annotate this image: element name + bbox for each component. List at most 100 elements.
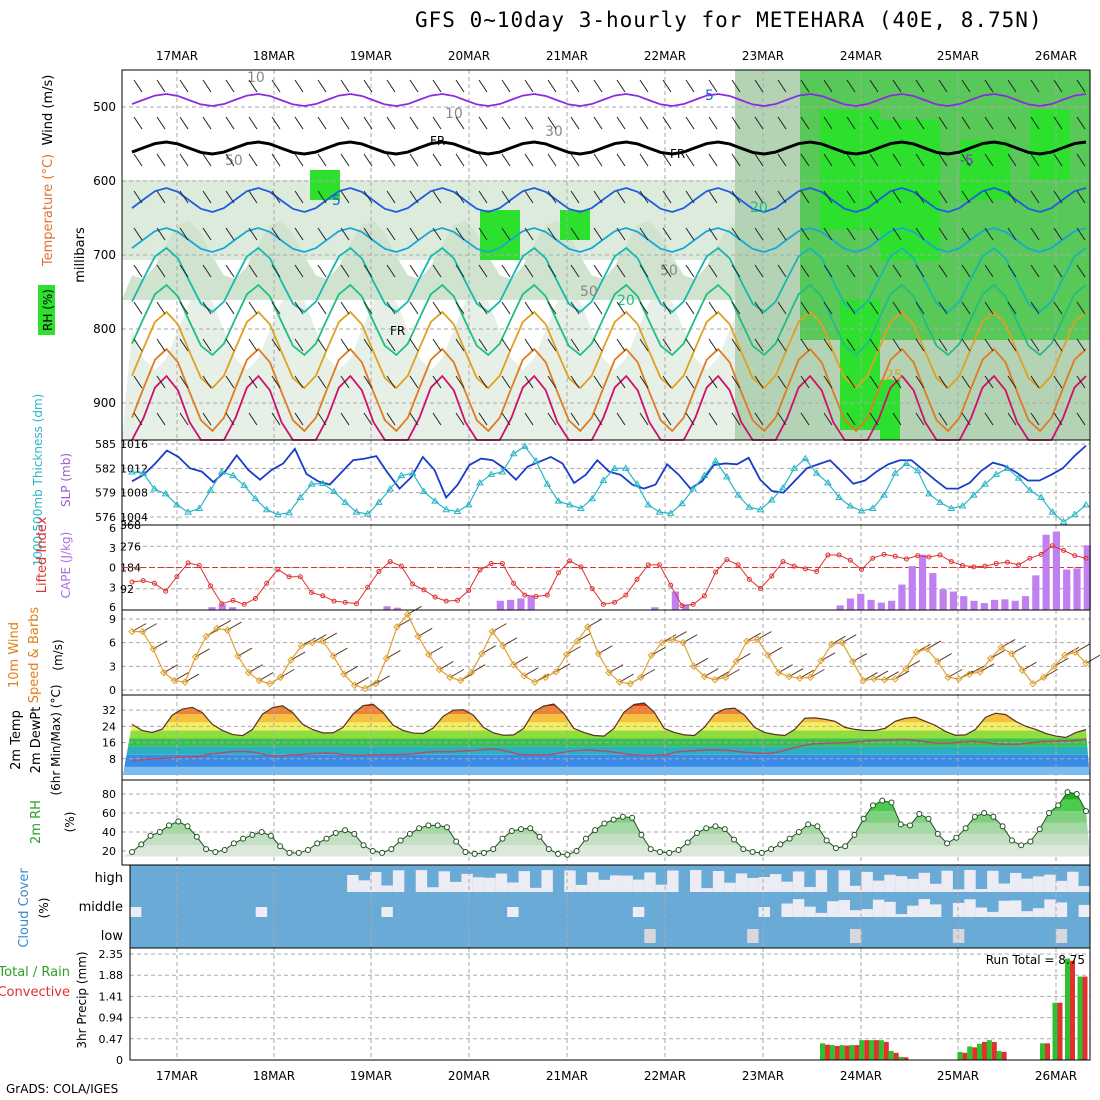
date-tick-bottom: 20MAR [448, 1069, 490, 1083]
cape-bar [980, 603, 988, 610]
wind-barb [317, 116, 327, 130]
wind-barb [455, 412, 465, 426]
date-tick-bottom: 19MAR [350, 1069, 392, 1083]
cloud-high [987, 870, 999, 892]
cape-bar [393, 607, 401, 610]
cloud-middle [850, 910, 862, 917]
li-marker [1061, 547, 1067, 553]
cape-bar [1063, 569, 1071, 610]
wind-marker [859, 676, 868, 685]
li-marker [623, 592, 629, 598]
wind-barb [225, 264, 235, 278]
wind-barb [271, 412, 281, 426]
wind-barb [156, 227, 166, 241]
wind-barb [225, 338, 235, 352]
wind-marker [403, 610, 412, 618]
wind-barb [386, 79, 396, 93]
wind-barb [616, 227, 626, 241]
cloud-high [427, 887, 439, 892]
rh-marker [693, 829, 700, 836]
li-marker [488, 561, 494, 567]
wind-marker [1029, 679, 1037, 688]
cape-bar [1083, 545, 1091, 610]
rh-2m-label: 2m RH [29, 800, 44, 844]
wind-10m-label: 10m Wind [7, 622, 22, 688]
wind-barb [225, 227, 235, 241]
li-marker [275, 566, 281, 572]
precip-tick: 0 [116, 1054, 123, 1067]
wind-barb [432, 227, 442, 241]
rh-marker [925, 815, 932, 822]
wind-barb [409, 338, 419, 352]
li-marker [1027, 555, 1033, 561]
wind-barb [432, 264, 442, 278]
wind-barb [156, 338, 166, 352]
wind-barb [1053, 301, 1063, 315]
wind-barb [938, 412, 948, 426]
rh-marker [212, 848, 219, 855]
wind-barb [938, 116, 948, 130]
rh-marker [953, 834, 960, 841]
wind-barb [938, 301, 948, 315]
wind-barb [133, 116, 143, 130]
wind-barb [961, 116, 971, 130]
wind-marker [668, 635, 677, 644]
slp-tick: 1016 [120, 438, 148, 451]
wind-barb [202, 190, 212, 204]
wind-barb [961, 227, 971, 241]
wind-barb [179, 116, 189, 130]
wind-barb [616, 301, 626, 315]
wind-barb [869, 375, 879, 389]
wind-barb [570, 264, 580, 278]
temp-band [122, 766, 1090, 775]
rh-band [560, 210, 590, 240]
wind-barb [915, 375, 925, 389]
wind-barb [386, 264, 396, 278]
thickness-tick: 579 [95, 487, 116, 500]
cloud-high [941, 870, 953, 892]
precip-convective-bar [972, 1047, 978, 1060]
date-tick-top: 20MAR [448, 49, 490, 63]
cloud-low [747, 929, 759, 943]
wind-barb [409, 227, 419, 241]
slp-marker [1003, 464, 1012, 471]
precip-total-bar [829, 1045, 835, 1060]
temperature-contour [131, 187, 1087, 213]
slp-marker [913, 466, 922, 474]
temp-tick: 16 [102, 737, 116, 750]
wind-barb [547, 375, 557, 389]
wind-barb [662, 153, 672, 167]
rh-marker [592, 827, 599, 834]
wind-barb [708, 375, 718, 389]
wind-barb [915, 412, 925, 426]
li-marker [634, 576, 640, 582]
wind-marker [244, 668, 253, 677]
wind-barb [823, 116, 833, 130]
slp-marker [532, 457, 540, 464]
cloud-high [712, 871, 725, 892]
rh-2m-panel: 20 40 60 80 2m RH (%) [29, 779, 1091, 866]
wind-barb [455, 338, 465, 352]
wind-marker [223, 626, 232, 634]
wind-barb [386, 301, 396, 315]
wind-marker [891, 675, 899, 683]
rh-band [122, 845, 1090, 857]
wind-barb [524, 264, 534, 278]
wind-barb [455, 79, 465, 93]
wind-barb [685, 227, 695, 241]
wind-barb [1076, 190, 1086, 204]
precip-convective-bar [903, 1057, 909, 1060]
slp-marker [924, 489, 933, 497]
slp-marker [520, 442, 529, 449]
slp-marker [128, 468, 136, 475]
cape-bar [383, 606, 391, 610]
temperature-contour [131, 310, 1087, 390]
wind-barb [938, 264, 948, 278]
wind-marker [509, 661, 518, 669]
rh-marker [203, 846, 210, 853]
speed-barbs-label: Speed & Barbs [27, 607, 42, 704]
cape-bar [1011, 600, 1019, 610]
li-marker [758, 586, 764, 592]
wind-barb [225, 301, 235, 315]
wind-barb [915, 338, 925, 352]
